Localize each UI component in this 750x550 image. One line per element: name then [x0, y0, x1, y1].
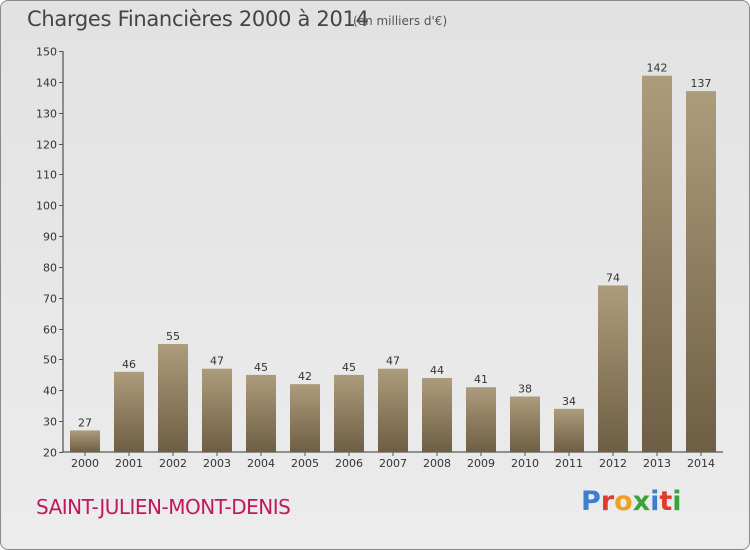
x-tick-label: 2011 — [555, 457, 583, 470]
x-tick-label: 2003 — [203, 457, 231, 470]
logo-letter: x — [632, 486, 651, 517]
x-tick-label: 2007 — [379, 457, 407, 470]
bar — [334, 374, 364, 452]
x-tick-label: 2004 — [247, 457, 275, 470]
bar-value-label: 27 — [78, 416, 92, 429]
bar-value-label: 42 — [298, 370, 312, 383]
chart-axes: 20 30 40 50 60 70 80 90 100 110 120 130 140 150 — [36, 46, 723, 460]
x-tick-label: 2008 — [423, 457, 451, 470]
y-tick-label: 90 — [43, 231, 57, 244]
x-tick-label: 2002 — [159, 457, 187, 470]
y-tick-label: 100 — [36, 200, 57, 213]
bar-value-label: 45 — [342, 361, 356, 374]
bar-value-label: 142 — [647, 62, 668, 75]
bar-value-label: 74 — [606, 271, 620, 284]
bar-value-label: 47 — [210, 355, 224, 368]
bar — [114, 371, 144, 452]
chart-labels: 27 2000 46 2001 55 2002 47 2003 45 2004 42 2005 45 20… — [71, 62, 715, 470]
bar — [422, 377, 452, 452]
y-tick-label: 60 — [43, 324, 57, 337]
bar — [378, 368, 408, 452]
logo-letter: t — [659, 486, 673, 517]
x-tick-label: 2005 — [291, 457, 319, 470]
bar-value-label: 45 — [254, 361, 268, 374]
y-tick-label: 120 — [36, 139, 57, 152]
bar — [686, 91, 716, 452]
y-tick-label: 80 — [43, 262, 57, 275]
bar — [158, 344, 188, 452]
bar-value-label: 137 — [691, 77, 712, 90]
chart-subtitle: (en milliers d'€) — [353, 14, 448, 28]
y-tick-label: 140 — [36, 77, 57, 90]
logo-letter: i — [650, 486, 660, 517]
bar — [554, 408, 584, 452]
chart-title: Charges Financières 2000 à 2014 — [27, 7, 369, 31]
y-tick-label: 20 — [43, 447, 57, 460]
y-tick-label: 130 — [36, 108, 57, 121]
y-tick-label: 70 — [43, 293, 57, 306]
bar-value-label: 38 — [518, 382, 532, 395]
chart-bars — [70, 75, 716, 452]
proxiti-logo: Proxiti — [581, 486, 682, 517]
bar — [466, 387, 496, 452]
y-tick-label: 110 — [36, 169, 57, 182]
bar — [70, 430, 100, 452]
bar — [510, 396, 540, 452]
commune-name: SAINT-JULIEN-MONT-DENIS — [36, 495, 291, 519]
y-tick-label: 150 — [36, 46, 57, 59]
x-tick-label: 2000 — [71, 457, 99, 470]
bar-value-label: 55 — [166, 330, 180, 343]
x-tick-label: 2013 — [643, 457, 671, 470]
x-tick-label: 2010 — [511, 457, 539, 470]
y-tick-label: 50 — [43, 354, 57, 367]
bar — [290, 384, 320, 452]
y-tick-label: 40 — [43, 385, 57, 398]
logo-letter: r — [600, 486, 615, 517]
logo-letter: P — [581, 486, 601, 517]
bar-value-label: 44 — [430, 364, 444, 377]
logo-letter: i — [672, 486, 682, 517]
bar — [202, 368, 232, 452]
x-tick-label: 2001 — [115, 457, 143, 470]
bar-value-label: 46 — [122, 358, 136, 371]
bar — [246, 374, 276, 452]
bar-value-label: 34 — [562, 395, 576, 408]
bar-value-label: 41 — [474, 373, 488, 386]
x-tick-label: 2009 — [467, 457, 495, 470]
x-tick-label: 2014 — [687, 457, 715, 470]
logo-letter: o — [614, 486, 633, 517]
bar-value-label: 47 — [386, 355, 400, 368]
y-tick-label: 30 — [43, 416, 57, 429]
x-tick-label: 2012 — [599, 457, 627, 470]
bar — [598, 285, 628, 452]
x-tick-label: 2006 — [335, 457, 363, 470]
bar — [642, 75, 672, 452]
